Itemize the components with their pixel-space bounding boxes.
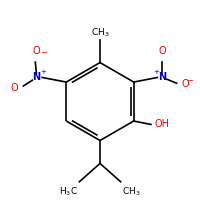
Text: +: + [154,69,160,75]
Text: +: + [40,69,46,75]
Text: H$_3$C: H$_3$C [59,185,78,198]
Text: N: N [32,72,41,82]
Text: O: O [159,46,166,56]
Text: O: O [33,46,40,56]
Text: O: O [182,79,190,89]
Text: CH$_3$: CH$_3$ [122,185,140,198]
Text: CH$_3$: CH$_3$ [91,26,109,39]
Text: −: − [186,76,193,85]
Text: OH: OH [154,119,169,129]
Text: N: N [158,72,166,82]
Text: −: − [41,48,48,57]
Text: O: O [10,83,18,93]
